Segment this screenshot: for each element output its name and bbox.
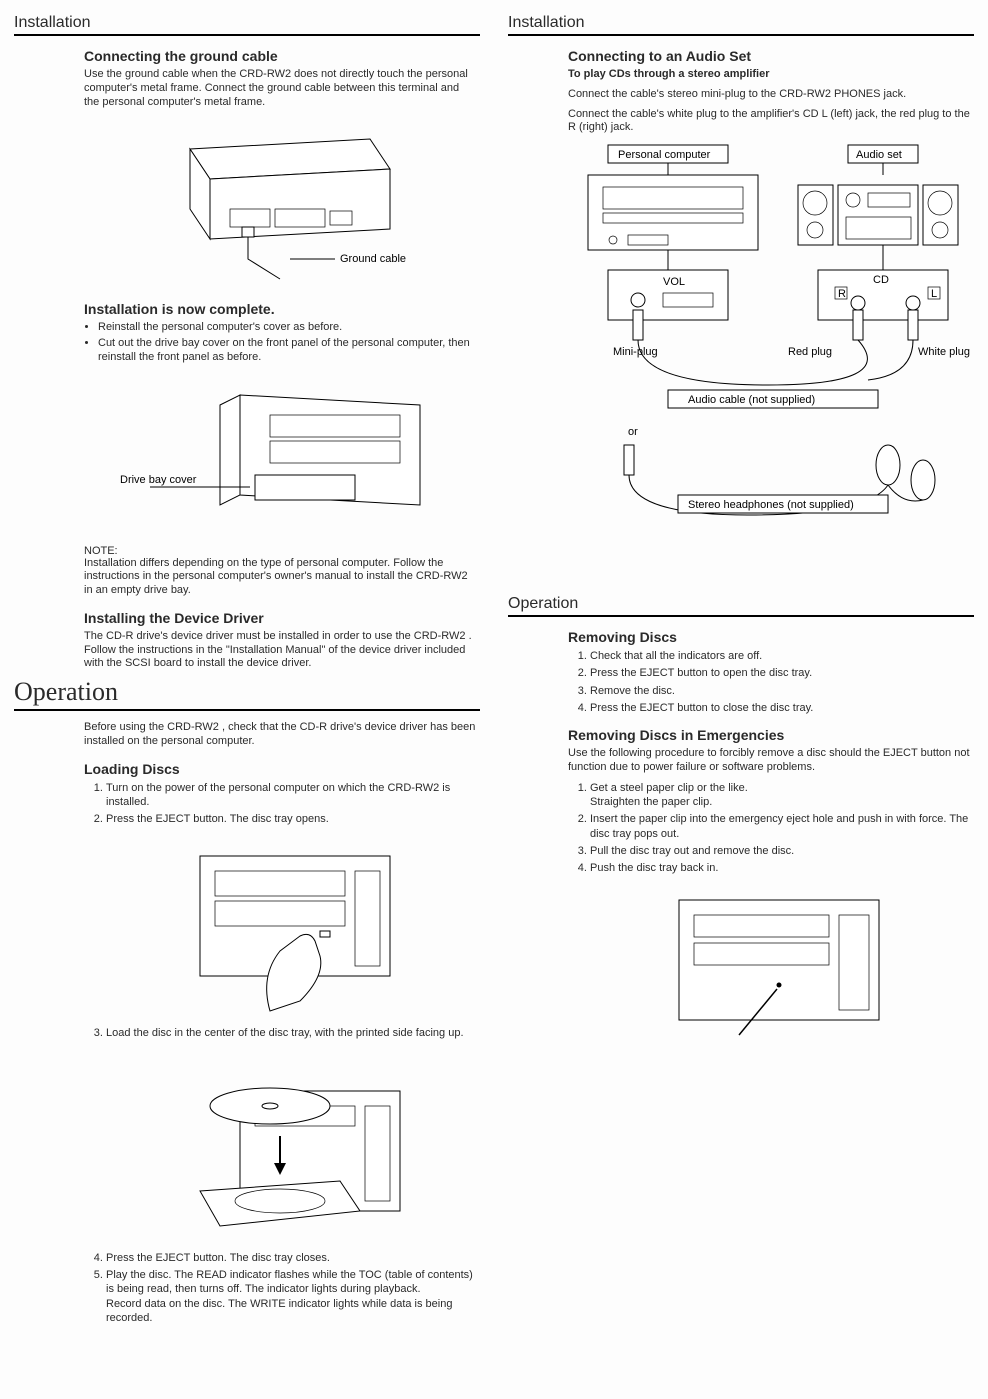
label-pc: Personal computer <box>618 149 711 161</box>
removing-s1: Check that all the indicators are off. <box>590 649 970 663</box>
ground-body: Use the ground cable when the CRD-RW2 do… <box>84 68 476 109</box>
label-cd: CD <box>873 274 889 286</box>
label-vol: VOL <box>663 276 685 288</box>
emerg-title: Removing Discs in Emergencies <box>568 727 970 743</box>
removing-s2: Press the EJECT button to open the disc … <box>590 666 970 680</box>
loading-s5b: Record data on the disc. The WRITE indic… <box>106 1298 452 1324</box>
audio-section: Connecting to an Audio Set To play CDs t… <box>568 48 970 565</box>
diagram-load-disc <box>140 1051 420 1241</box>
diagram-emergency-eject <box>639 885 899 1045</box>
header-operation-left: Operation <box>14 677 480 711</box>
diagram-drive-bay: Drive bay cover <box>120 375 440 535</box>
label-white: White plug <box>918 346 970 358</box>
removing-title: Removing Discs <box>568 629 970 645</box>
loading-s4: Press the EJECT button. The disc tray cl… <box>106 1251 476 1265</box>
driver-body: The CD-R drive's device driver must be i… <box>84 630 476 671</box>
label-r: R <box>838 288 846 300</box>
complete-b2: Cut out the drive bay cover on the front… <box>98 337 476 365</box>
emerg-s1-text: Get a steel paper clip or the like. <box>590 782 748 794</box>
label-audioset: Audio set <box>856 149 902 161</box>
manual-spread: Installation Connecting the ground cable… <box>0 0 988 1353</box>
operation-right-block: Removing Discs Check that all the indica… <box>568 629 970 1045</box>
note-body: Installation differs depending on the ty… <box>84 557 476 598</box>
label-audio-cable: Audio cable (not supplied) <box>688 394 815 406</box>
audio-line2b: Connect the cable's white plug to the am… <box>568 108 970 136</box>
removing-s3: Remove the disc. <box>590 684 970 698</box>
removing-s4: Press the EJECT button to close the disc… <box>590 701 970 715</box>
complete-title: Installation is now complete. <box>84 301 476 317</box>
ground-cable-section: Connecting the ground cable Use the grou… <box>84 48 476 289</box>
label-red: Red plug <box>788 346 832 358</box>
emerg-s3: Pull the disc tray out and remove the di… <box>590 844 970 858</box>
label-ground-cable: Ground cable <box>340 253 406 265</box>
loading-s2: Press the EJECT button. The disc tray op… <box>106 812 476 826</box>
header-operation-right: Operation <box>508 595 974 617</box>
emerg-s2: Insert the paper clip into the emergency… <box>590 812 970 841</box>
label-or: or <box>628 426 638 438</box>
ground-title: Connecting the ground cable <box>84 48 476 64</box>
emerg-s1: Get a steel paper clip or the like. Stra… <box>590 781 970 810</box>
left-column: Installation Connecting the ground cable… <box>0 0 494 1353</box>
label-l: L <box>931 288 937 300</box>
driver-title: Installing the Device Driver <box>84 610 476 626</box>
audio-line2a: Connect the cable's stereo mini-plug to … <box>568 88 970 102</box>
op-intro: Before using the CRD-RW2 , check that th… <box>84 721 476 749</box>
label-mini: Mini-plug <box>613 346 658 358</box>
loading-s3: Load the disc in the center of the disc … <box>106 1026 476 1040</box>
emerg-list: Get a steel paper clip or the like. Stra… <box>590 781 970 876</box>
emerg-s1b: Straighten the paper clip. <box>590 796 712 808</box>
loading-s1: Turn on the power of the personal comput… <box>106 781 476 810</box>
audio-title: Connecting to an Audio Set <box>568 48 970 64</box>
loading-title: Loading Discs <box>84 761 476 777</box>
loading-s5: Play the disc. The READ indicator flashe… <box>106 1268 476 1325</box>
loading-list-a: Turn on the power of the personal comput… <box>106 781 476 827</box>
audio-line1: To play CDs through a stereo amplifier <box>568 68 970 82</box>
label-drive-bay: Drive bay cover <box>120 474 197 486</box>
complete-b1: Reinstall the personal computer's cover … <box>98 321 476 335</box>
diagram-ground-cable: Ground cable <box>130 119 430 289</box>
header-installation-right: Installation <box>508 14 974 36</box>
complete-bullets: Reinstall the personal computer's cover … <box>98 321 476 364</box>
loading-list-c: Press the EJECT button. The disc tray cl… <box>106 1251 476 1325</box>
removing-list: Check that all the indicators are off. P… <box>590 649 970 715</box>
loading-list-b: Load the disc in the center of the disc … <box>106 1026 476 1040</box>
loading-s5-text: Play the disc. The READ indicator flashe… <box>106 1269 473 1295</box>
operation-left-block: Before using the CRD-RW2 , check that th… <box>84 721 476 1325</box>
diagram-eject <box>150 836 410 1016</box>
emerg-s4: Push the disc tray back in. <box>590 861 970 875</box>
note-label: NOTE: <box>84 545 476 557</box>
label-headphones: Stereo headphones (not supplied) <box>688 499 854 511</box>
header-installation-left: Installation <box>14 14 480 36</box>
complete-section: Installation is now complete. Reinstall … <box>84 301 476 671</box>
emerg-body: Use the following procedure to forcibly … <box>568 747 970 775</box>
right-column: Installation Connecting to an Audio Set … <box>494 0 988 1353</box>
diagram-audio-set: Personal computer Audio set <box>568 145 978 565</box>
